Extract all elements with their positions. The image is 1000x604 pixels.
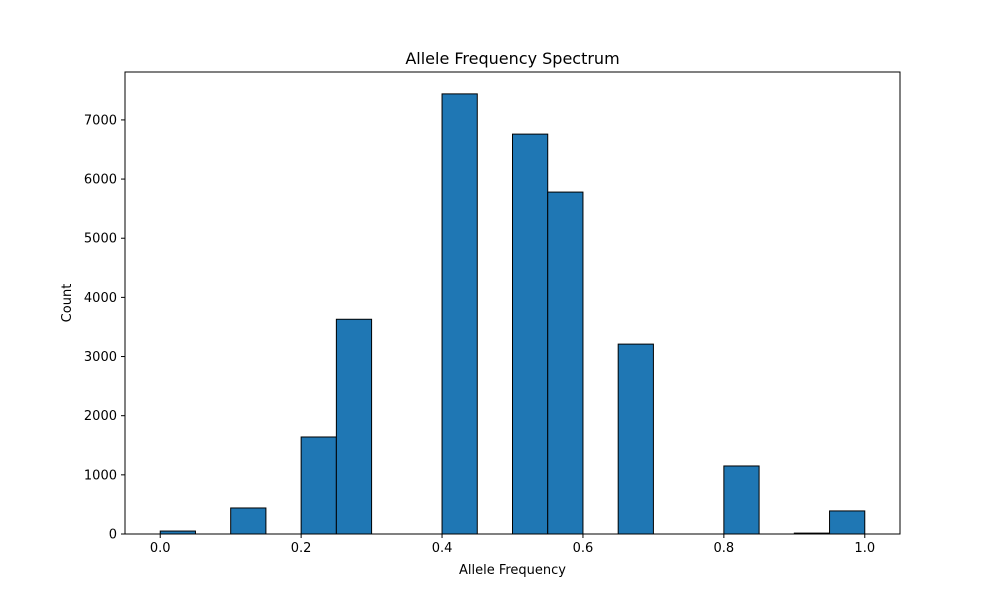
y-tick-label: 1000 [84,468,117,483]
histogram-bar [547,191,584,535]
y-tick-label: 7000 [84,113,117,128]
histogram-bar [335,318,373,535]
x-axis-ticks: 0.0 0.2 0.4 0.6 0.8 1.0 [150,534,875,556]
histogram-bar [300,436,337,535]
histogram-bar [512,133,549,535]
y-tick-label: 3000 [84,350,117,365]
x-tick-label: 0.6 [573,541,594,556]
bars-group [159,93,866,535]
x-tick-label: 0.0 [150,541,171,556]
y-tick-label: 0 [109,528,117,543]
y-tick-label: 6000 [84,173,117,188]
x-tick-label: 0.4 [432,541,453,556]
y-axis-ticks: 0 1000 2000 3000 4000 5000 6000 7000 [84,113,125,543]
histogram-bar [230,507,267,535]
histogram-bar [829,510,866,535]
chart-title: Allele Frequency Spectrum [405,49,619,68]
histogram-bar [441,93,478,535]
histogram-bar [617,343,654,535]
y-tick-label: 2000 [84,409,117,424]
x-tick-label: 0.8 [714,541,735,556]
y-tick-label: 4000 [84,291,117,306]
plot-area-frame [124,71,901,535]
x-axis-label: Allele Frequency [459,563,566,578]
x-tick-label: 0.2 [291,541,312,556]
y-tick-label: 5000 [84,232,117,247]
y-axis-label: Count [60,284,75,323]
x-tick-label: 1.0 [854,541,875,556]
histogram-bar [723,465,760,535]
